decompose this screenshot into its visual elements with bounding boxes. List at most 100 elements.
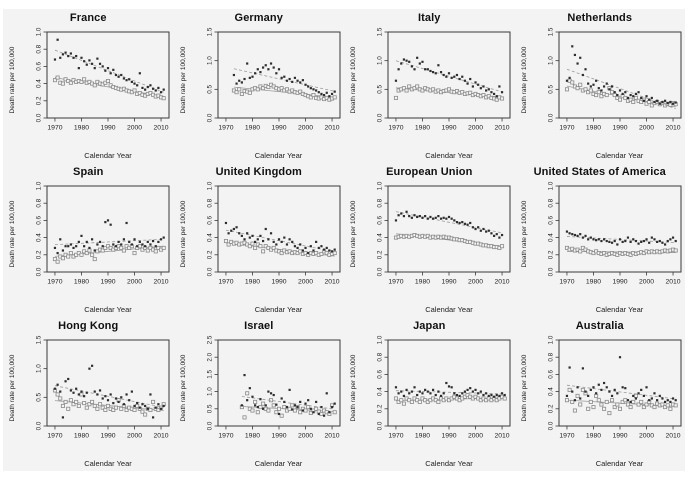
svg-text:1990: 1990	[612, 433, 627, 440]
svg-text:2010: 2010	[324, 279, 339, 286]
svg-text:0.8: 0.8	[36, 198, 43, 207]
svg-text:2010: 2010	[494, 279, 509, 286]
svg-text:1990: 1990	[441, 125, 456, 132]
panel-germany: Germany Death rate per 100,000 0.0 0.5 1.0…	[174, 9, 345, 163]
x-axis-label: Calendar Year	[595, 459, 644, 468]
svg-text:1970: 1970	[559, 279, 574, 286]
scatter-plot: 0.0 0.2 0.4 0.6 0.8 1.0 1970 1980 1990 2000 2010	[174, 180, 344, 302]
svg-text:2010: 2010	[665, 433, 680, 440]
svg-text:1980: 1980	[415, 279, 430, 286]
panel-european-union: European Union Death rate per 100,000 0.…	[344, 163, 515, 317]
scatter-plot: 0.0 0.2 0.4 0.6 0.8 1.0 1970 1980 1990 2000 2010	[515, 180, 685, 302]
svg-text:0.2: 0.2	[36, 96, 43, 105]
scatter-plot: 0.0 0.5 1.0 1.5 1970 1980 1990 2000 2010	[344, 26, 514, 148]
svg-text:0.6: 0.6	[206, 216, 213, 225]
panel-title: Netherlands	[567, 12, 633, 24]
svg-text:1.0: 1.0	[547, 181, 554, 190]
panel-title: United Kingdom	[215, 166, 302, 178]
svg-text:0.0: 0.0	[36, 421, 43, 430]
svg-text:1.0: 1.0	[36, 364, 43, 373]
svg-text:1980: 1980	[74, 125, 89, 132]
panel-title: Australia	[575, 320, 624, 332]
x-axis-label: Calendar Year	[254, 151, 303, 160]
x-axis-label: Calendar Year	[425, 151, 473, 160]
svg-text:1.5: 1.5	[206, 27, 213, 36]
panel-title: Italy	[417, 12, 441, 24]
svg-text:1990: 1990	[271, 125, 286, 132]
svg-text:1970: 1970	[388, 433, 403, 440]
svg-text:2010: 2010	[153, 433, 168, 440]
svg-text:1.5: 1.5	[377, 27, 384, 36]
svg-text:1970: 1970	[47, 279, 62, 286]
svg-text:0.6: 0.6	[547, 370, 554, 379]
svg-text:0.8: 0.8	[547, 352, 554, 361]
svg-text:1970: 1970	[388, 279, 403, 286]
scatter-plot: 0.0 0.2 0.4 0.6 0.8 1.0 1970 1980 1990 2000 2010	[3, 180, 173, 302]
x-axis-label: Calendar Year	[254, 305, 303, 314]
svg-text:2000: 2000	[297, 125, 312, 132]
svg-text:2000: 2000	[638, 125, 653, 132]
svg-text:0.0: 0.0	[206, 113, 213, 122]
svg-text:2010: 2010	[153, 125, 168, 132]
scatter-plot: 0.0 0.5 1.0 1.5 1970 1980 1990 2000 2010	[515, 26, 685, 148]
svg-text:0.6: 0.6	[547, 216, 554, 225]
x-axis-label: Calendar Year	[84, 305, 132, 314]
svg-text:2000: 2000	[127, 433, 142, 440]
scatter-plot: 0.0 0.2 0.4 0.6 0.8 1.0 1970 1980 1990 2000 2010	[344, 334, 514, 456]
svg-text:1.0: 1.0	[547, 56, 554, 65]
svg-text:0.2: 0.2	[377, 404, 384, 413]
svg-text:1.0: 1.0	[36, 181, 43, 190]
x-axis-label: Calendar Year	[595, 151, 644, 160]
svg-text:0.0: 0.0	[377, 113, 384, 122]
svg-text:0.2: 0.2	[547, 404, 554, 413]
svg-text:2010: 2010	[324, 433, 339, 440]
scatter-plot: 0.0 0.5 1.0 1.5 1970 1980 1990 2000 2010	[174, 26, 344, 148]
svg-text:0.0: 0.0	[36, 267, 43, 276]
svg-text:0.8: 0.8	[377, 352, 384, 361]
svg-text:1990: 1990	[100, 125, 115, 132]
svg-text:0.4: 0.4	[36, 79, 43, 88]
svg-text:2000: 2000	[297, 433, 312, 440]
svg-text:2010: 2010	[665, 125, 680, 132]
svg-text:0.2: 0.2	[377, 250, 384, 259]
svg-text:1980: 1980	[244, 433, 259, 440]
svg-text:0.2: 0.2	[36, 250, 43, 259]
svg-text:2010: 2010	[153, 279, 168, 286]
multi-panel-figure: France Death rate per 100,000 0.0 0.2 0.4 0…	[3, 9, 685, 471]
panel-france: France Death rate per 100,000 0.0 0.2 0.4 0…	[3, 9, 174, 163]
svg-text:0.4: 0.4	[36, 233, 43, 242]
svg-text:1970: 1970	[388, 125, 403, 132]
svg-text:1970: 1970	[218, 125, 233, 132]
svg-text:0.5: 0.5	[206, 84, 213, 93]
svg-text:1980: 1980	[74, 433, 89, 440]
scatter-plot: 0.0 0.2 0.4 0.6 0.8 1.0 1970 1980 1990 2000 2010	[3, 26, 173, 148]
svg-text:1980: 1980	[585, 125, 600, 132]
svg-text:2010: 2010	[665, 279, 680, 286]
svg-text:0.0: 0.0	[547, 113, 554, 122]
panel-spain: Spain Death rate per 100,000 0.0 0.2 0.4 0.…	[3, 163, 174, 317]
svg-text:2000: 2000	[468, 433, 483, 440]
svg-text:0.4: 0.4	[377, 387, 384, 396]
svg-text:0.0: 0.0	[547, 267, 554, 276]
panel-title: France	[69, 12, 107, 24]
svg-text:0.0: 0.0	[377, 267, 384, 276]
svg-text:1990: 1990	[100, 433, 115, 440]
svg-text:0.8: 0.8	[377, 198, 384, 207]
svg-text:1.0: 1.0	[206, 387, 213, 396]
x-axis-label: Calendar Year	[254, 459, 303, 468]
panel-title: Israel	[244, 320, 274, 332]
panel-title: United States of America	[533, 166, 666, 178]
svg-text:1980: 1980	[74, 279, 89, 286]
svg-text:2010: 2010	[494, 433, 509, 440]
panel-japan: Japan Death rate per 100,000 0.0 0.2 0.4 0.…	[344, 317, 515, 471]
x-axis-label: Calendar Year	[425, 459, 473, 468]
svg-text:2000: 2000	[468, 125, 483, 132]
svg-text:2000: 2000	[638, 433, 653, 440]
svg-text:1980: 1980	[415, 125, 430, 132]
panel-title: Hong Kong	[58, 320, 119, 332]
panel-italy: Italy Death rate per 100,000 0.0 0.5 1.0 1.…	[344, 9, 515, 163]
svg-text:0.0: 0.0	[206, 421, 213, 430]
scatter-plot: 0.0 0.5 1.0 1.5 2.0 2.5 1970 1980 1990 2000 2010	[174, 334, 344, 456]
svg-text:0.6: 0.6	[377, 216, 384, 225]
svg-text:1970: 1970	[47, 433, 62, 440]
